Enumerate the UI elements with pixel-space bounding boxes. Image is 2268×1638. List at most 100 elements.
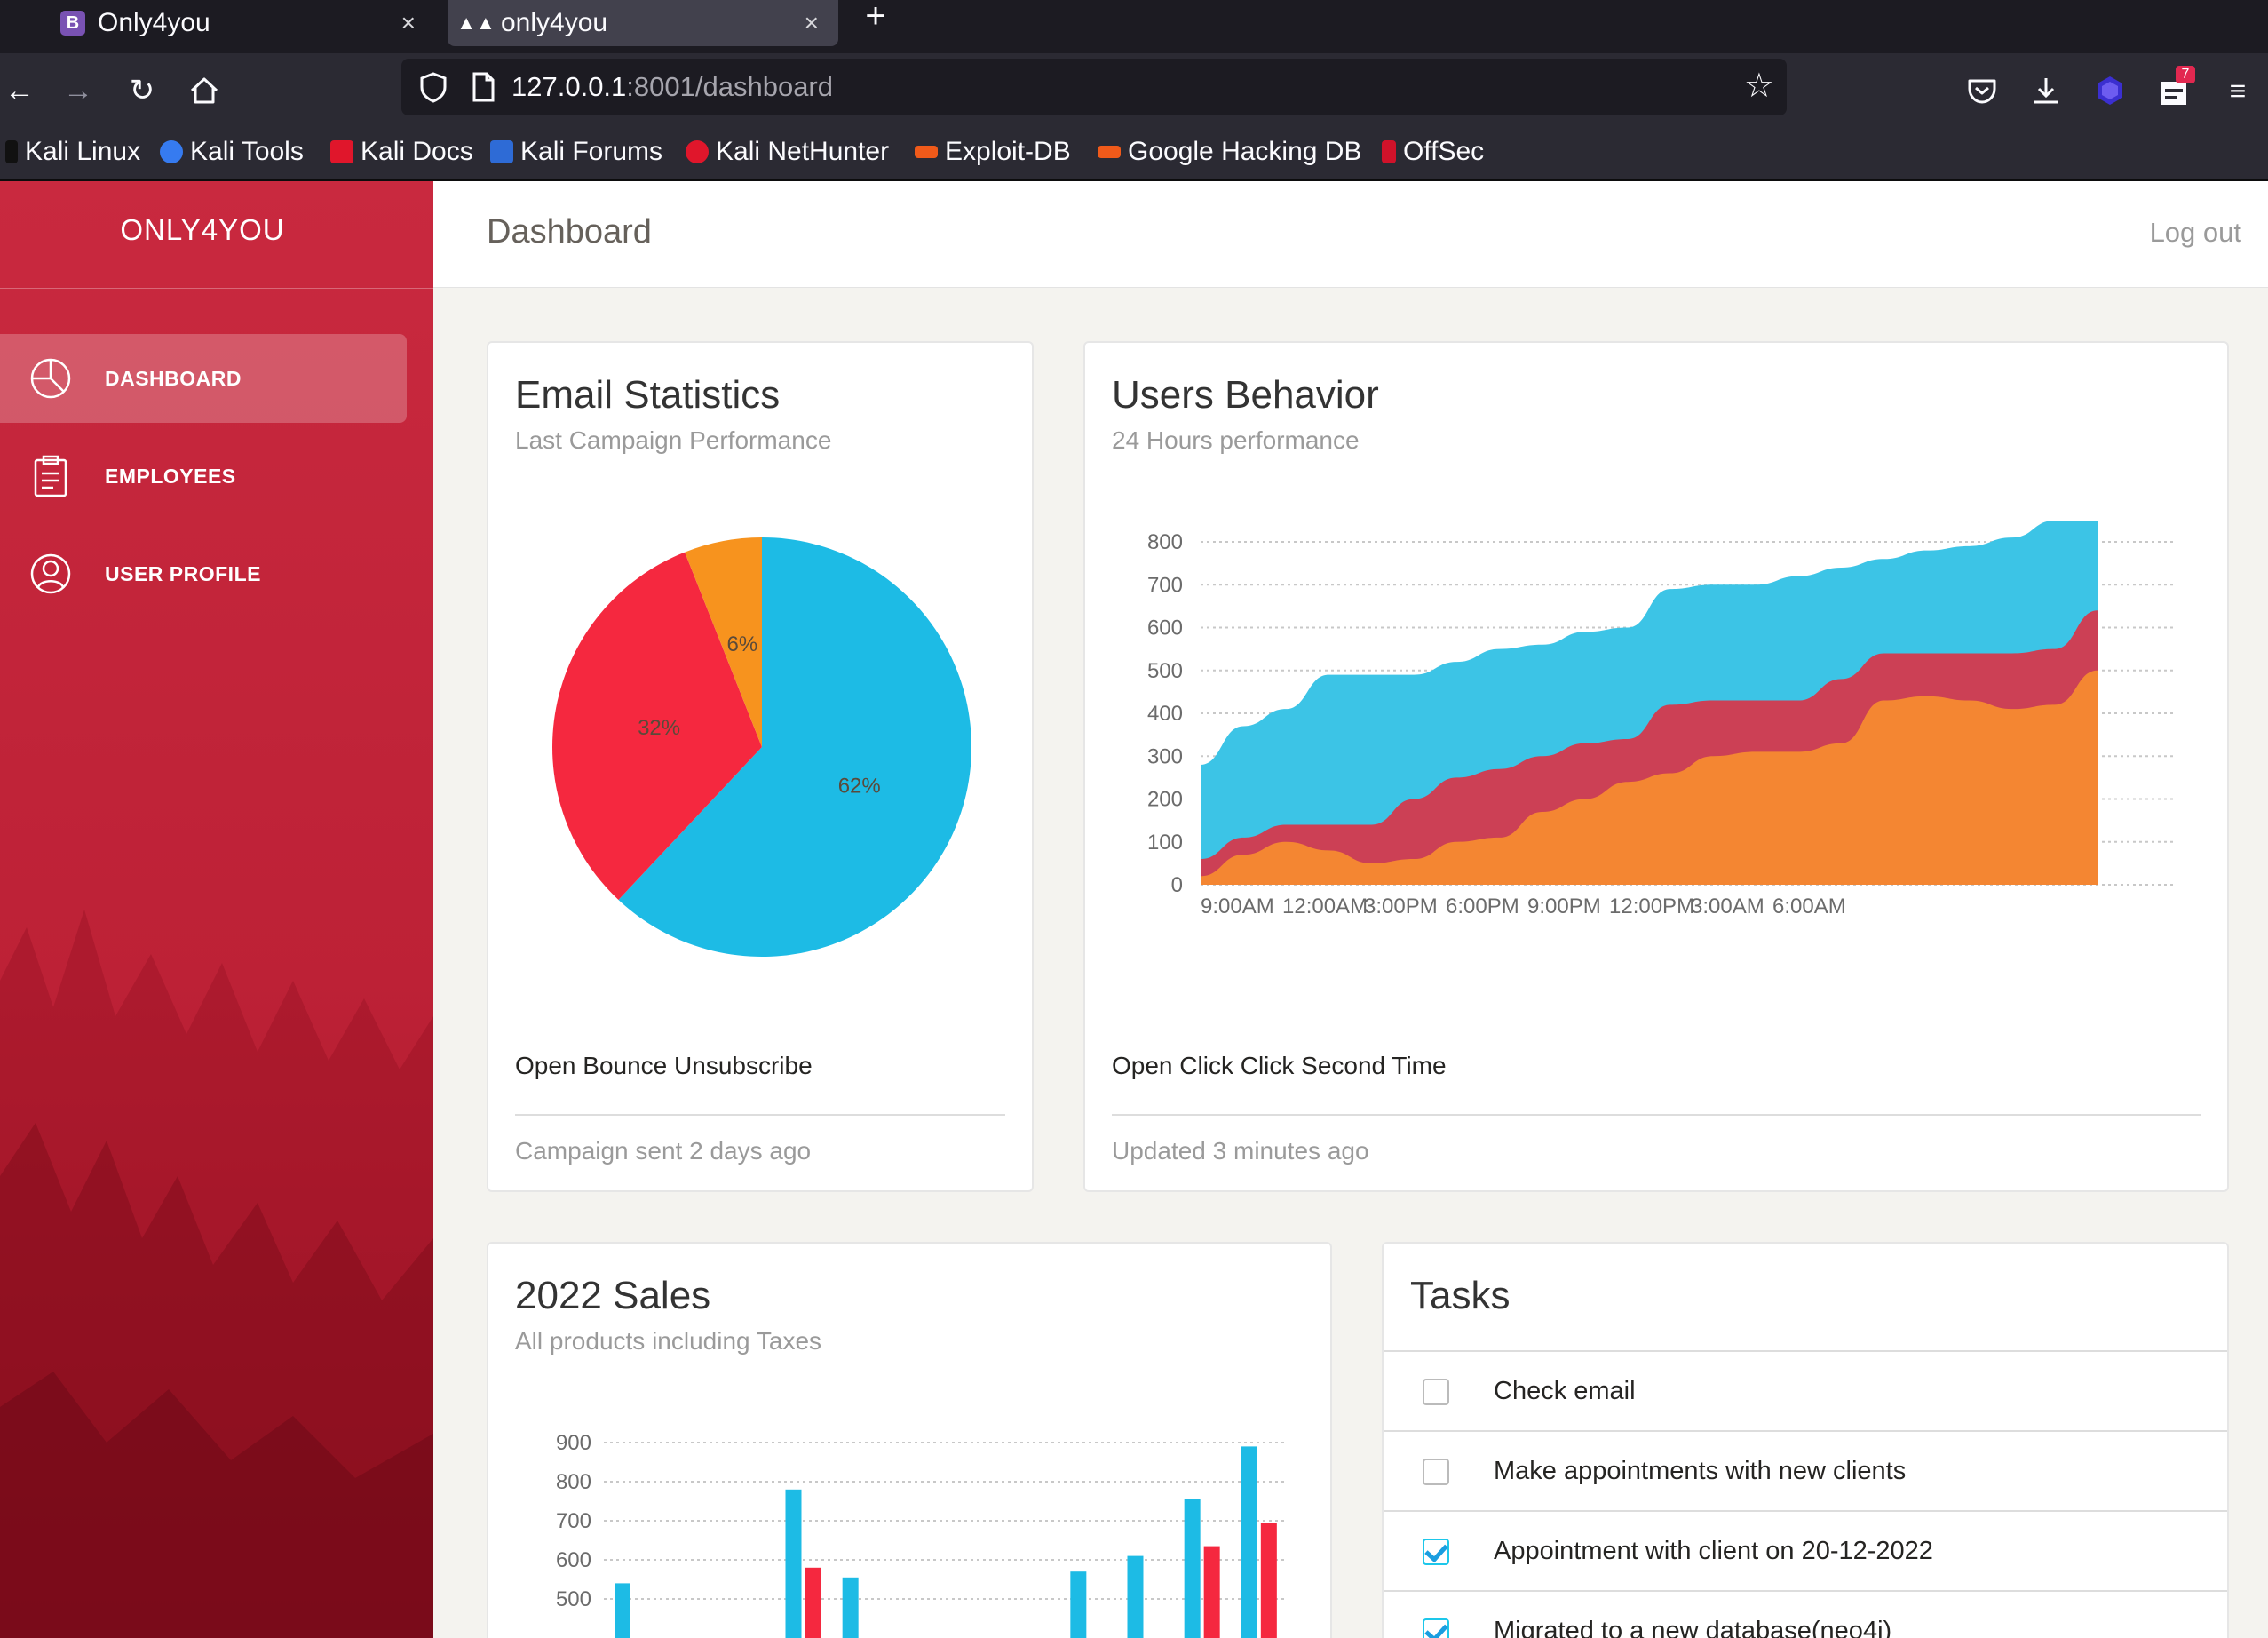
x-tick-label: 6:00PM bbox=[1446, 895, 1519, 918]
task-checkbox[interactable] bbox=[1423, 1459, 1449, 1485]
bookmark-label: Kali NetHunter bbox=[716, 137, 890, 166]
forward-icon[interactable]: → bbox=[63, 74, 93, 107]
card-title: 2022 Sales bbox=[515, 1274, 711, 1317]
bookmark-exploit-db[interactable]: Exploit-DB bbox=[915, 137, 1071, 167]
task-row[interactable]: Migrated to a new database(neo4j) bbox=[1384, 1590, 2227, 1638]
bookmark-google-hacking-db[interactable]: Google Hacking DB bbox=[1098, 137, 1361, 167]
task-checkbox[interactable] bbox=[1423, 1379, 1449, 1405]
top-navbar: Dashboard Log out bbox=[433, 181, 2268, 288]
download-icon[interactable] bbox=[2025, 69, 2067, 112]
bar[interactable] bbox=[1127, 1555, 1144, 1638]
bookmark-star-icon[interactable]: ☆ bbox=[1743, 68, 1774, 105]
tab-bar: B Only4you × ▲▲ only4you × + bbox=[0, 0, 2268, 53]
ghdb-icon bbox=[1098, 146, 1121, 158]
pie-chart-icon bbox=[30, 358, 71, 399]
task-label: Make appointments with new clients bbox=[1494, 1457, 1907, 1485]
bookmark-label: Kali Tools bbox=[190, 137, 304, 166]
pie-slice[interactable] bbox=[552, 552, 762, 901]
y-tick-label: 200 bbox=[1147, 788, 1183, 812]
task-row[interactable]: Make appointments with new clients bbox=[1384, 1430, 2227, 1510]
bookmark-kali-docs[interactable]: Kali Docs bbox=[330, 137, 473, 167]
y-tick-label: 600 bbox=[1147, 616, 1183, 640]
bookmark-label: Kali Linux bbox=[25, 137, 141, 166]
bar[interactable] bbox=[615, 1583, 630, 1638]
brand-logo[interactable]: ONLY4YOU bbox=[120, 213, 285, 246]
y-tick-label: 600 bbox=[556, 1548, 591, 1572]
sidebar-item-label: USER PROFILE bbox=[105, 561, 261, 585]
url-host: 127.0.0.1 bbox=[511, 71, 627, 102]
navigation-toolbar: ← → ↻ 127.0.0.1:8001/dashboard ☆ 7 ≡ bbox=[0, 53, 2268, 128]
bookmark-label: Kali Docs bbox=[361, 137, 473, 166]
pie-slice[interactable] bbox=[618, 537, 971, 957]
menu-icon[interactable]: ≡ bbox=[2229, 75, 2247, 107]
y-tick-label: 800 bbox=[556, 1470, 591, 1494]
sidebar-item-user-profile[interactable]: USER PROFILE bbox=[0, 529, 407, 618]
bookmark-kali-tools[interactable]: Kali Tools bbox=[160, 137, 304, 167]
back-icon[interactable]: ← bbox=[4, 74, 35, 107]
close-tab-icon[interactable]: × bbox=[804, 9, 819, 36]
offsec-icon bbox=[1382, 140, 1396, 163]
card-footer: Campaign sent 2 days ago bbox=[515, 1137, 812, 1165]
card-title: Users Behavior bbox=[1112, 373, 1379, 417]
bar[interactable] bbox=[1184, 1499, 1201, 1638]
task-row[interactable]: Check email bbox=[1384, 1350, 2227, 1430]
bar[interactable] bbox=[1241, 1446, 1257, 1638]
task-label: Migrated to a new database(neo4j) bbox=[1494, 1617, 1892, 1638]
sidebar-item-label: DASHBOARD bbox=[105, 366, 242, 390]
url-text[interactable]: 127.0.0.1:8001/dashboard bbox=[511, 71, 833, 103]
bar[interactable] bbox=[1203, 1546, 1220, 1638]
bar[interactable] bbox=[842, 1577, 859, 1638]
sidebar-item-employees[interactable]: EMPLOYEES bbox=[0, 432, 407, 521]
card-title: Tasks bbox=[1410, 1274, 1511, 1317]
users-behavior-card: Users Behavior 24 Hours performance 0 100… bbox=[1083, 341, 2229, 1192]
x-tick-label: 9:00AM bbox=[1201, 895, 1274, 918]
bookmarks-toolbar: Kali Linux Kali Tools Kali Docs Kali For… bbox=[0, 128, 2268, 181]
tab-only4you-1[interactable]: B Only4you × bbox=[0, 0, 435, 46]
close-tab-icon[interactable]: × bbox=[400, 9, 416, 36]
reload-icon[interactable]: ↻ bbox=[129, 74, 155, 107]
y-tick-label: 500 bbox=[556, 1587, 591, 1611]
shield-icon[interactable] bbox=[416, 69, 451, 105]
bar[interactable] bbox=[785, 1489, 802, 1638]
bar[interactable] bbox=[1260, 1523, 1277, 1638]
pie-slice[interactable] bbox=[685, 537, 762, 747]
pocket-icon[interactable] bbox=[1961, 69, 2003, 112]
bar[interactable] bbox=[1070, 1571, 1087, 1638]
task-checkbox-checked[interactable] bbox=[1423, 1618, 1449, 1638]
logout-link[interactable]: Log out bbox=[2149, 217, 2241, 248]
bookmark-label: Exploit-DB bbox=[945, 137, 1071, 166]
extension-count-badge: 7 bbox=[2176, 66, 2195, 83]
brand-divider bbox=[0, 288, 433, 289]
tab-only4you-2[interactable]: ▲▲ only4you × bbox=[448, 0, 838, 46]
sidebar: ONLY4YOU DASHBOARD EMPLOYEES USER PROFIL… bbox=[0, 181, 433, 1638]
task-checkbox-checked[interactable] bbox=[1423, 1539, 1449, 1565]
new-tab-button[interactable]: + bbox=[865, 0, 886, 36]
bookmark-kali-nethunter[interactable]: Kali NetHunter bbox=[686, 137, 889, 167]
bookmark-kali-linux[interactable]: Kali Linux bbox=[5, 137, 140, 167]
home-icon[interactable] bbox=[185, 71, 224, 110]
y-tick-label: 300 bbox=[1147, 744, 1183, 768]
extension-badge-icon[interactable]: 7 bbox=[2153, 66, 2195, 112]
page-title: Dashboard bbox=[487, 213, 652, 250]
bookmark-kali-forums[interactable]: Kali Forums bbox=[490, 137, 662, 167]
sidebar-item-dashboard[interactable]: DASHBOARD bbox=[0, 334, 407, 423]
url-bar[interactable]: 127.0.0.1:8001/dashboard ☆ bbox=[401, 59, 1787, 115]
y-tick-label: 800 bbox=[1147, 530, 1183, 554]
card-subtitle: Last Campaign Performance bbox=[515, 426, 832, 454]
area-series[interactable] bbox=[1201, 670, 2098, 885]
x-tick-label: 3:00PM bbox=[1364, 895, 1438, 918]
extension-hexagon-icon[interactable] bbox=[2089, 69, 2131, 112]
email-pie-chart: 62% 32% 6% bbox=[552, 537, 971, 957]
card-footer: Updated 3 minutes ago bbox=[1112, 1137, 1369, 1165]
task-row[interactable]: Appointment with client on 20-12-2022 bbox=[1384, 1510, 2227, 1590]
x-tick-label: 9:00PM bbox=[1527, 895, 1601, 918]
card-divider bbox=[515, 1114, 1005, 1116]
x-tick-label: 12:00AM bbox=[1282, 895, 1368, 918]
bar[interactable] bbox=[805, 1567, 821, 1638]
sales-card: 2022 Sales All products including Taxes … bbox=[487, 1242, 1332, 1638]
email-statistics-card: Email Statistics Last Campaign Performan… bbox=[487, 341, 1034, 1192]
bookmark-label: Google Hacking DB bbox=[1128, 137, 1362, 166]
y-tick-label: 900 bbox=[556, 1431, 591, 1455]
bookmark-offsec[interactable]: OffSec bbox=[1382, 137, 1484, 167]
